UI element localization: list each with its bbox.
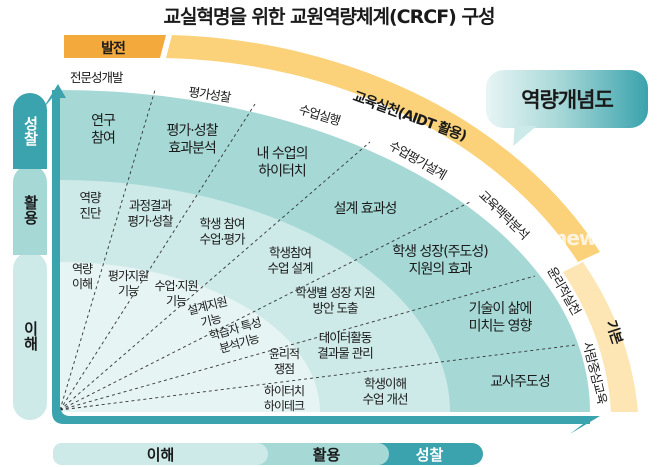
watermark: etnews.com (532, 226, 623, 250)
cells-reflection: 연구 참여 평가·성찰 효과분석 내 수업의 하이터치 설계 효과성 학생 성장(주도… (91, 113, 551, 390)
domain-label: 전문성개발 (70, 70, 124, 85)
level-application-vertical: 활용 (13, 165, 47, 255)
cell-text: 윤리적 쟁점 (269, 347, 299, 376)
cell-text: 내 수업의 하이터치 (257, 146, 308, 180)
cell-text: 기술이 삶에 미치는 영향 (469, 301, 533, 335)
cell-text: 수업·지원 기능 (155, 279, 198, 308)
cell-text: 평가지원 기능 (108, 269, 148, 298)
competency-fan (58, 89, 590, 412)
level-label: 이해 (146, 445, 175, 464)
cell-text: 학생별 성장 지원 방안 도출 (295, 285, 375, 316)
cell-text: 데이터활동 결과물 관리 (317, 330, 372, 361)
domain-label: 평가성찰 (188, 84, 233, 105)
axis-arrows (42, 84, 600, 434)
level-understanding-vertical: 이해 (13, 252, 47, 420)
level-application-horizontal: 활용 (256, 443, 389, 465)
level-label: 성찰 (415, 445, 444, 464)
region-understanding (58, 262, 320, 412)
cell-text: 하이터치 하이테크 (264, 384, 305, 413)
cell-text: 교사주도성 (490, 374, 550, 390)
cell-text: 과정결과 평가·성찰 (128, 198, 174, 229)
cell-text: 학생 참여 수업·평가 (200, 216, 246, 247)
cell-text: 평가·성찰 효과분석 (167, 123, 219, 157)
level-label: 성찰 (21, 116, 40, 146)
level-reflection-vertical: 성찰 (13, 93, 47, 169)
cell-text: 학생참여 수업 설계 (268, 245, 313, 276)
cell-text: 역량 이해 (72, 262, 93, 291)
page-title: 교실혁명을 위한 교원역량체계(CRCF) 구성 (163, 6, 496, 28)
cells-application: 역량 진단 과정결과 평가·성찰 학생 참여 수업·평가 학생참여 수업 설계 학생별 … (79, 190, 408, 407)
cell-text: 연구 참여 (91, 113, 116, 147)
band-develop-label: 발전 (101, 40, 125, 57)
cell-text: 역량 진단 (79, 190, 102, 221)
cell-text: 설계 효과성 (334, 201, 397, 217)
cell-text: 학생이해 수업 개선 (363, 376, 408, 407)
band-basic (563, 262, 638, 412)
concept-bubble: 역량개념도 (486, 70, 648, 128)
domain-label: 수업실행 (297, 102, 342, 129)
level-label: 활용 (21, 195, 40, 225)
level-label: 이해 (21, 321, 40, 351)
band-basic-label: 기본 (602, 318, 625, 347)
outer-band (64, 35, 638, 412)
domain-dividers (59, 89, 576, 411)
cell-text: 학생 성장(주도성) 지원의 효과 (392, 244, 488, 278)
band-practice (166, 35, 600, 262)
level-reflection-horizontal: 성찰 (366, 443, 483, 465)
band-develop (64, 35, 166, 58)
level-label: 활용 (312, 445, 341, 464)
level-understanding-horizontal: 이해 (53, 443, 268, 465)
